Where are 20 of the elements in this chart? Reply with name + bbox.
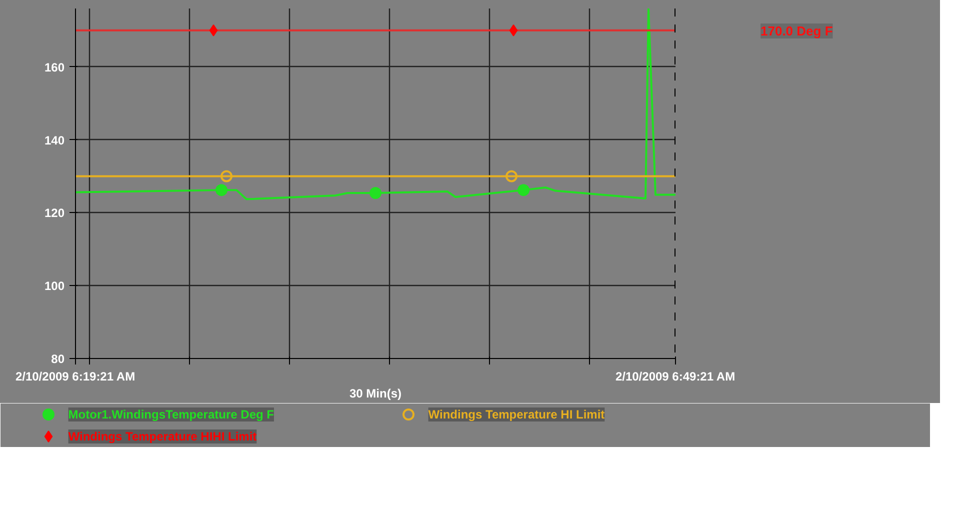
- text: 170.0 Deg F: [760, 24, 833, 38]
- line-series: [76, 8, 676, 200]
- y-tick-label: 120: [44, 206, 65, 220]
- point: [506, 170, 518, 182]
- x-axis-title: 30 Min(s): [349, 386, 402, 400]
- y-tick-label: 100: [44, 279, 65, 294]
- x-tick-label: 2/10/2009 6:49:21 AM: [615, 370, 736, 384]
- y-tick-label: 80: [51, 352, 65, 366]
- point: [209, 24, 218, 36]
- point: [370, 186, 382, 199]
- y-tick-label: 140: [44, 133, 65, 148]
- x-tick-label: 2/10/2009 6:19:21 AM: [15, 370, 136, 384]
- legend-label: Windings Temperature HIHI Limit: [68, 430, 257, 444]
- y-tick-label: 160: [44, 60, 65, 74]
- point: [518, 184, 530, 196]
- legend-label: Motor1.WindingsTemperature Deg F: [68, 408, 274, 422]
- point: [220, 170, 232, 182]
- point: [509, 24, 518, 36]
- point: [216, 184, 228, 196]
- legend-label: Windings Temperature HI Limit: [428, 408, 605, 422]
